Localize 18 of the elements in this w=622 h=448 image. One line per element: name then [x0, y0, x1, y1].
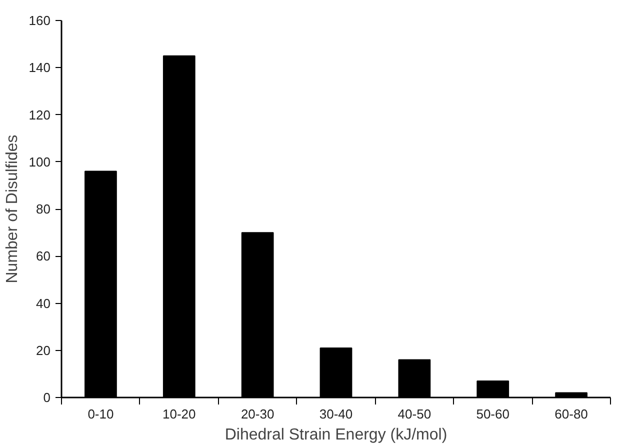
y-tick-label: 140: [28, 60, 51, 76]
y-tick-label: 20: [36, 342, 51, 358]
y-tick-label: 120: [28, 107, 51, 122]
x-tick-label: 10-20: [162, 406, 196, 422]
y-tick-label: 40: [36, 296, 51, 311]
x-axis-title: Dihedral Strain Energy (kJ/mol): [224, 426, 448, 444]
x-tick-label: 30-40: [319, 406, 353, 422]
y-tick-label: 0: [43, 390, 51, 405]
x-tick-label: 0-10: [88, 406, 114, 422]
y-tick-label: 60: [36, 248, 51, 264]
y-tick-label: 80: [36, 202, 51, 216]
x-tick-label: 50-60: [476, 406, 510, 422]
x-tick-label: 40-50: [398, 406, 432, 422]
x-tick-label: 20-30: [240, 406, 274, 422]
y-axis-title: Number of Disulfides: [4, 134, 21, 284]
x-tick-label: 60-80: [554, 406, 588, 422]
y-tick-label: 160: [28, 13, 51, 28]
y-tick-label: 100: [28, 154, 51, 170]
